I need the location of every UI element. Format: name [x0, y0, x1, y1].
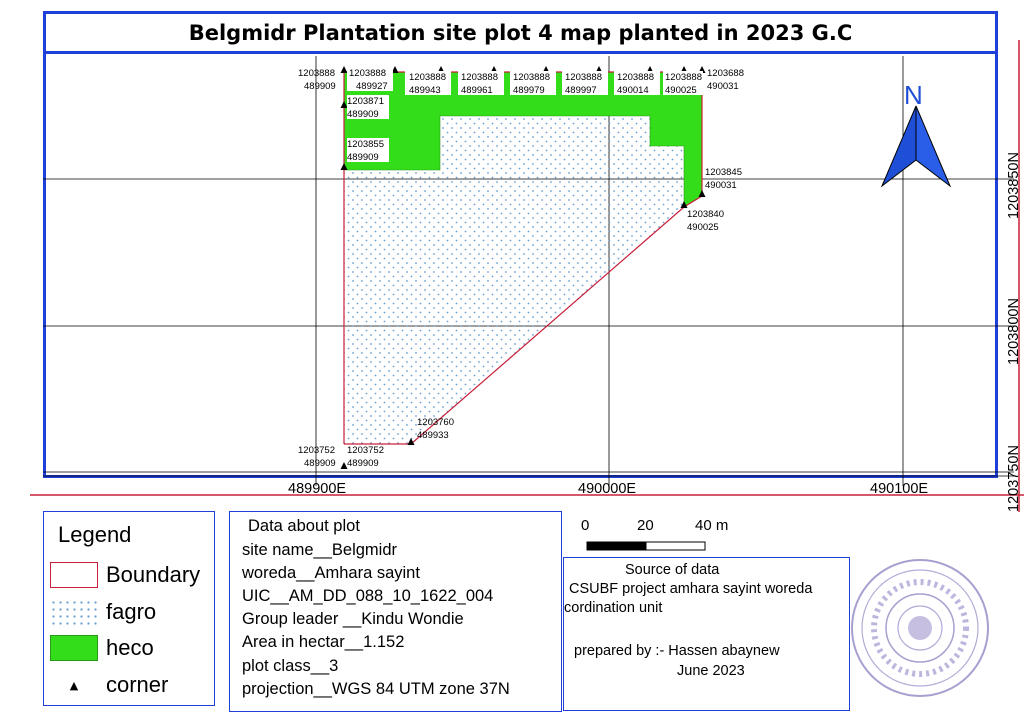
corner-label-n: 1203888	[565, 72, 602, 83]
corner-label-e: 489943	[409, 85, 441, 96]
plot-info-line: projection__WGS 84 UTM zone 37N	[242, 680, 510, 698]
y-tick-label: 1203800N	[1006, 298, 1022, 365]
corner-label-n: 1203888	[349, 68, 386, 79]
plot-info-line: woreda__Amhara sayint	[242, 564, 420, 582]
corner-label-e: 489927	[356, 81, 388, 92]
source-line-1: CSUBF project amhara sayint woreda	[569, 581, 813, 597]
legend-title: Legend	[58, 522, 132, 547]
source-box: Source of data CSUBF project amhara sayi…	[563, 557, 850, 711]
corner-label-n: 1203752	[347, 445, 384, 456]
corner-label-e: 489909	[304, 458, 336, 469]
y-tick-label: 1203850N	[1006, 152, 1022, 219]
corner-label-n: 1203888	[409, 72, 446, 83]
corner-label-e: 489933	[417, 430, 449, 441]
corner-label-e: 489909	[347, 109, 379, 120]
corner-label-n: 1203871	[347, 96, 384, 107]
fagro-swatch-icon	[50, 599, 98, 625]
x-tick-label: 489900E	[288, 481, 346, 497]
plot-info-line: Area in hectar__1.152	[242, 633, 405, 651]
boundary-swatch-icon	[50, 562, 98, 588]
corner-label-n: 1203760	[417, 417, 454, 428]
plot-info-line: site name__Belgmidr	[242, 541, 397, 559]
scale-bar	[586, 541, 706, 551]
corner-label-n: 1203752	[298, 445, 335, 456]
heco-swatch-icon	[50, 635, 98, 661]
corner-label-e: 490025	[687, 222, 719, 233]
corner-marker	[340, 101, 348, 108]
north-label: N	[904, 80, 923, 110]
x-tick-label: 490000E	[578, 481, 636, 497]
corner-label-n: 1203845	[705, 167, 742, 178]
map-title-box: Belgmidr Plantation site plot 4 map plan…	[43, 11, 998, 54]
source-heading: Source of data	[625, 562, 720, 578]
corner-label-e: 489909	[347, 152, 379, 163]
corner-label-n: 1203888	[513, 72, 550, 83]
fagro-area	[344, 116, 684, 444]
corner-label-e: 489909	[347, 458, 379, 469]
y-tick-label: 1203750N	[1006, 445, 1022, 512]
legend-label: heco	[106, 635, 154, 660]
corner-label-n: 1203888	[461, 72, 498, 83]
official-stamp-icon	[851, 559, 989, 697]
corner-label-backgrounds	[347, 67, 703, 162]
corner-label-e: 489961	[461, 85, 493, 96]
scale-label-0: 0	[581, 517, 590, 534]
prepared-by: prepared by :- Hassen abaynew	[574, 643, 780, 659]
plot-info-line: Group leader __Kindu Wondie	[242, 610, 464, 628]
corner-marker	[680, 201, 688, 208]
legend-item-fagro: fagro	[50, 599, 156, 625]
plot-info-heading: Data about plot	[248, 517, 360, 535]
map-frame	[43, 54, 998, 478]
plot-info-box: Data about plot site name__Belgmidr wore…	[229, 511, 562, 712]
triangle-icon: ▲	[69, 678, 79, 692]
corner-label-e: 489979	[513, 85, 545, 96]
corner-label-n: 1203888	[617, 72, 654, 83]
scale-label-40: 40 m	[695, 517, 729, 534]
north-arrow-icon	[880, 105, 952, 188]
legend: Legend Boundary fagro heco ▲ corner	[43, 511, 215, 706]
corner-label-n: 1203840	[687, 209, 724, 220]
corner-label-e: 490031	[705, 180, 737, 191]
legend-label: Boundary	[106, 562, 201, 587]
scale-label-20: 20	[637, 517, 654, 534]
corner-label-e: 490025	[665, 85, 697, 96]
corner-label-n: 1203888	[298, 68, 335, 79]
x-tick-label: 490100E	[870, 481, 928, 497]
prepared-date: June 2023	[677, 663, 745, 679]
corner-label-e: 490014	[617, 85, 649, 96]
legend-item-boundary: Boundary	[50, 562, 200, 588]
corner-label-e: 489997	[565, 85, 597, 96]
legend-item-heco: heco	[50, 635, 154, 661]
corner-marker	[698, 190, 706, 197]
corner-marker	[340, 163, 348, 170]
legend-item-corner: ▲ corner	[50, 672, 169, 698]
source-line-2: cordination unit	[564, 600, 663, 616]
corner-marker	[340, 66, 348, 73]
corner-label-n: 1203688	[707, 68, 744, 79]
map-title: Belgmidr Plantation site plot 4 map plan…	[188, 20, 853, 45]
legend-label: corner	[106, 672, 169, 697]
corner-label-e: 490031	[707, 81, 739, 92]
corner-marker	[391, 66, 399, 73]
corner-marker	[407, 438, 415, 445]
corner-label-n: 1203888	[665, 72, 702, 83]
legend-label: fagro	[106, 599, 157, 624]
plot-info-line: plot class__3	[242, 657, 339, 675]
corner-label-n: 1203855	[347, 139, 384, 150]
corner-label-e: 489909	[304, 81, 336, 92]
corner-marker	[340, 462, 348, 469]
plot-info-line: UIC__AM_DD_088_10_1622_004	[242, 587, 494, 605]
